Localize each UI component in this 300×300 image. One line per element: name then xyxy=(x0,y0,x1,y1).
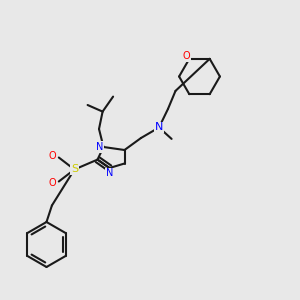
Text: N: N xyxy=(155,122,163,133)
Text: S: S xyxy=(71,164,78,175)
Text: N: N xyxy=(96,142,103,152)
Text: O: O xyxy=(49,151,57,161)
Text: O: O xyxy=(49,178,57,188)
Text: N: N xyxy=(106,168,113,178)
Text: O: O xyxy=(182,51,190,62)
